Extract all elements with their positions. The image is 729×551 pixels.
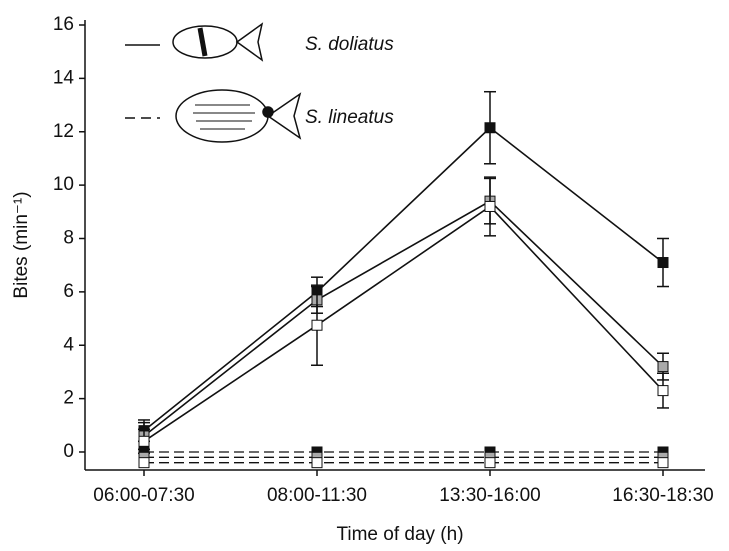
series-line <box>144 201 663 436</box>
series-line <box>144 128 663 431</box>
y-tick-label: 10 <box>53 174 74 195</box>
marker <box>485 123 495 133</box>
marker <box>485 458 495 468</box>
marker <box>485 201 495 211</box>
x-tick-label: 13:30-16:00 <box>439 485 540 506</box>
y-tick-label: 0 <box>63 441 74 462</box>
marker <box>139 458 149 468</box>
marker <box>658 362 668 372</box>
marker <box>139 436 149 446</box>
chart: Time of day (h) Bites (min⁻¹) 0 2 4 6 8 10 12 1… <box>0 0 729 551</box>
marker <box>658 458 668 468</box>
y-axis-label: Bites (min⁻¹) <box>11 191 32 298</box>
y-tick-label: 14 <box>53 67 75 88</box>
x-tick-label: 08:00-11:30 <box>267 485 367 506</box>
legend-label: S. doliatus <box>305 34 394 55</box>
y-tick-label: 6 <box>63 281 74 302</box>
x-axis-label: Time of day (h) <box>336 524 463 545</box>
y-tick-label: 16 <box>53 14 74 35</box>
y-tick-label: 4 <box>63 334 74 355</box>
x-tick-label: 16:30-18:30 <box>612 485 713 506</box>
y-tick-label: 8 <box>63 228 74 249</box>
marker <box>658 386 668 396</box>
marker <box>658 258 668 268</box>
x-tick-label: 06:00-07:30 <box>93 485 194 506</box>
y-tick-label: 2 <box>63 388 74 409</box>
series-line <box>144 206 663 441</box>
fish-icon <box>173 24 300 142</box>
legend-label: S. lineatus <box>305 107 394 128</box>
marker <box>312 458 322 468</box>
y-tick-label: 12 <box>53 121 74 142</box>
marker <box>312 320 322 330</box>
